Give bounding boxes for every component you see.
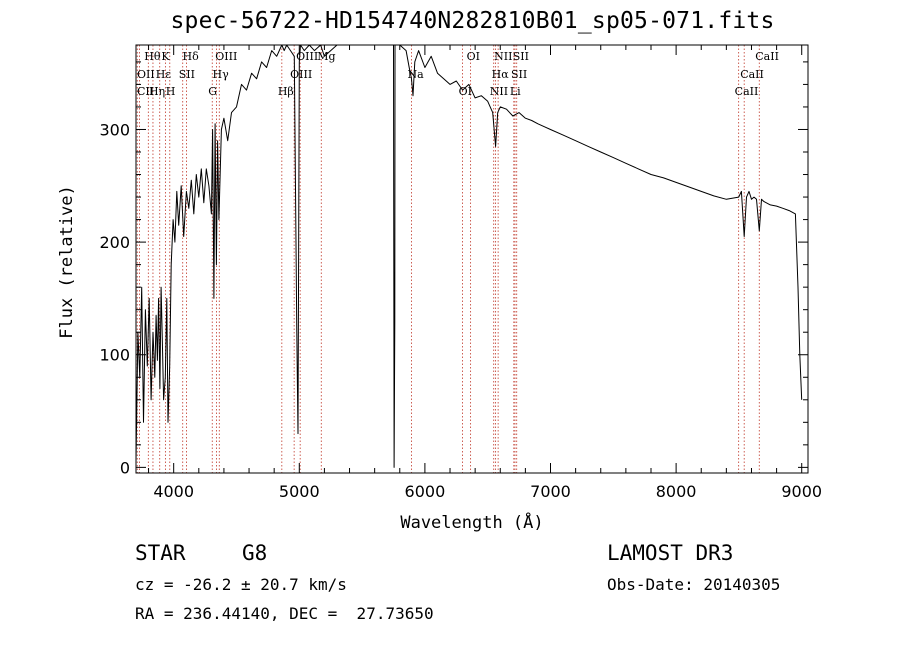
x-tick-label-5: 9000 [781, 482, 822, 501]
coords-text: RA = 236.44140, DEC = 27.73650 [135, 604, 434, 623]
object-class: STAR [135, 541, 186, 565]
marker-label-16: Na [407, 68, 424, 81]
axis-ticks: 4000 5000 6000 7000 8000 9000 0 100 200 300 [99, 45, 822, 501]
marker-label-20: NII [490, 85, 508, 98]
marker-label-7: SII [179, 68, 195, 81]
marker-label-1: OII [137, 68, 155, 81]
x-tick-label-1: 5000 [279, 482, 320, 501]
marker-label-15: Mg [317, 50, 335, 63]
x-tick-label-3: 7000 [530, 482, 571, 501]
marker-label-26: CaII [735, 85, 759, 98]
object-subclass: G8 [242, 541, 268, 565]
y-axis-label: Flux (relative) [57, 185, 77, 339]
obs-date: Obs-Date: 20140305 [607, 575, 781, 594]
marker-label-10: Hγ [213, 68, 230, 81]
redshift-text: cz = -26.2 ± 20.7 km/s [135, 575, 347, 594]
marker-label-12: OIII [296, 50, 318, 63]
marker-label-17: OI [459, 85, 472, 98]
marker-label-23: Li [510, 85, 521, 98]
marker-label-14: Hβ [278, 85, 294, 98]
y-tick-label-0: 0 [120, 458, 130, 477]
x-tick-label-4: 8000 [656, 482, 697, 501]
marker-label-0: Hθ [144, 50, 161, 63]
x-tick-label-0: 4000 [153, 482, 194, 501]
plot-frame [135, 44, 809, 474]
x-axis-label: Wavelength (Å) [400, 511, 543, 533]
marker-label-21: NII [494, 50, 512, 63]
marker-label-4: Hε [156, 68, 172, 81]
marker-label-27: CaII [755, 50, 779, 63]
marker-label-11: G [208, 85, 217, 98]
marker-label-9: OIII [215, 50, 237, 63]
marker-labels: HθOIICIIKHεHηHδSIIHOIIIHγGOIIIOIIIHβMgNa… [137, 50, 779, 98]
y-tick-label-2: 200 [99, 233, 130, 252]
y-tick-label-3: 300 [99, 120, 130, 139]
marker-label-5: Hη [149, 85, 165, 98]
marker-label-6: Hδ [182, 50, 199, 63]
chart-title: spec-56722-HD154740N282810B01_sp05-071.f… [170, 8, 775, 34]
marker-label-13: OIII [290, 68, 312, 81]
y-tick-label-1: 100 [99, 346, 130, 365]
series-layer [135, 44, 803, 468]
survey-name: LAMOST DR3 [607, 541, 734, 565]
marker-label-2: CII [137, 85, 154, 98]
marker-label-25: CaII [740, 68, 764, 81]
marker-label-24: SII [513, 50, 529, 63]
marker-label-8: H [166, 85, 176, 98]
line-markers [136, 45, 760, 473]
marker-label-19: Hα [492, 68, 510, 81]
marker-label-18: OI [467, 50, 480, 63]
series-spectrum [135, 44, 803, 468]
marker-label-22: SII [511, 68, 527, 81]
marker-label-3: K [161, 50, 170, 63]
x-tick-label-2: 6000 [405, 482, 446, 501]
